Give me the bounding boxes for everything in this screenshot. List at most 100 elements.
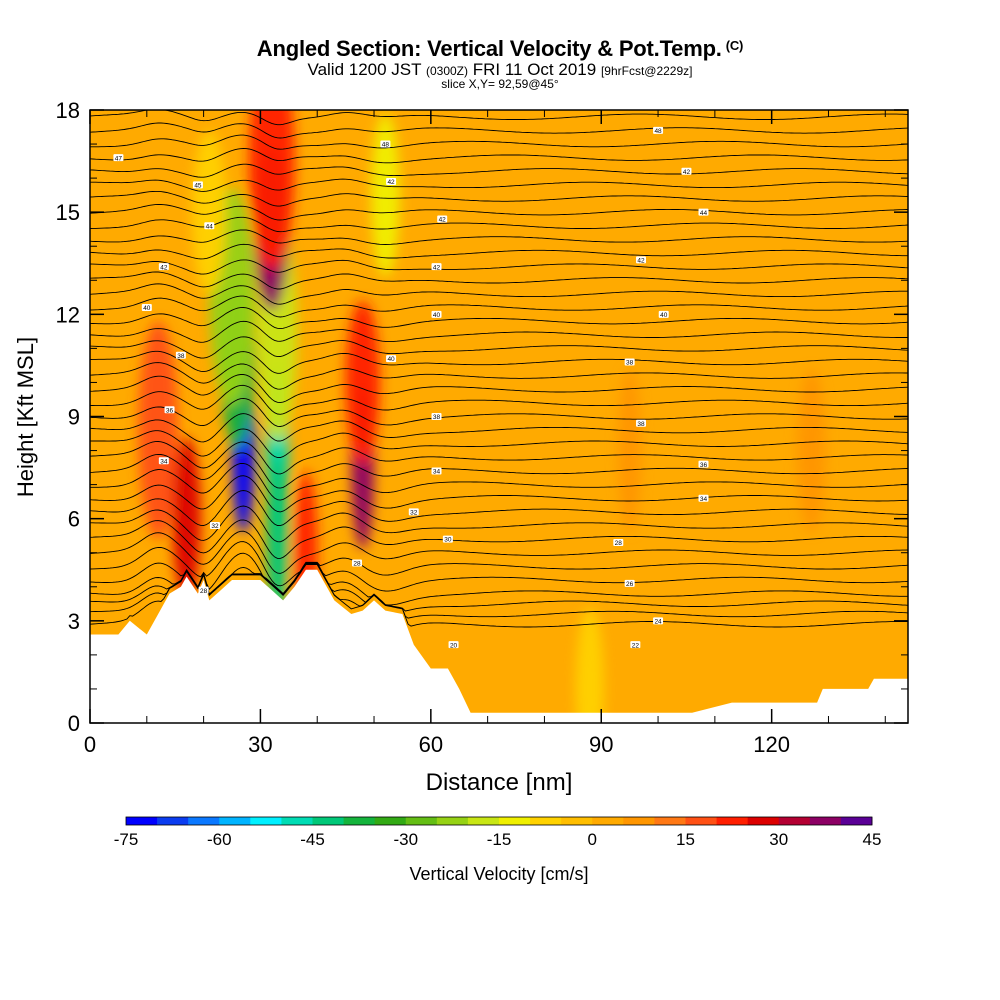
y-tick-label: 15 xyxy=(56,200,80,225)
contour-label: 42 xyxy=(439,217,447,224)
isentrope-line xyxy=(90,295,908,318)
contour-label: 34 xyxy=(160,458,168,465)
colorbar-swatch xyxy=(405,817,438,825)
contour-label: 42 xyxy=(637,257,645,264)
contour-label-box xyxy=(431,263,442,271)
contour-label-box xyxy=(204,222,215,230)
velocity-cell xyxy=(371,113,400,277)
contour-label-box xyxy=(141,304,152,312)
colorbar-label: Vertical Velocity [cm/s] xyxy=(409,864,588,884)
valid-date: FRI 11 Oct 2019 xyxy=(472,60,597,79)
contour-label-box xyxy=(386,355,397,363)
utc-time: (0300Z) xyxy=(425,64,468,78)
contour-label: 42 xyxy=(160,264,168,271)
contour-label-box xyxy=(658,310,669,318)
y-tick-label: 12 xyxy=(56,302,80,327)
isentrope-line xyxy=(90,428,908,459)
contour-label-box xyxy=(437,215,448,223)
x-tick-label: 0 xyxy=(84,732,96,757)
contour-label-box xyxy=(158,457,169,465)
colorbar-swatch xyxy=(219,817,251,825)
isentrope-line xyxy=(90,243,908,260)
slice-info: slice X,Y= 92,59@45° xyxy=(441,77,559,91)
contour-label-box xyxy=(698,460,709,468)
contour-label: 40 xyxy=(433,312,441,319)
contour-label-box xyxy=(351,559,362,567)
contour-label-box xyxy=(164,406,175,414)
isentrope-line xyxy=(90,148,908,164)
contour-label: 44 xyxy=(206,223,214,230)
chart-subtitle: Valid 1200 JST (0300Z) FRI 11 Oct 2019 [… xyxy=(0,60,1000,80)
isentrope-line xyxy=(90,562,908,606)
contour-label: 20 xyxy=(450,642,458,649)
isentrope-line xyxy=(90,203,908,221)
contour-label-box xyxy=(613,539,624,547)
colorbar-tick-label: -30 xyxy=(393,830,418,849)
x-tick-label: 60 xyxy=(419,732,443,757)
isentrope-line xyxy=(90,452,908,489)
isentrope-line xyxy=(90,229,908,245)
contour-label-box xyxy=(175,351,186,359)
contour-label: 48 xyxy=(654,128,662,135)
contour-label: 32 xyxy=(410,509,418,516)
contour-label: 45 xyxy=(194,183,202,190)
isentrope-line xyxy=(90,163,908,178)
chart-title-text: Angled Section: Vertical Velocity & Pot.… xyxy=(256,36,722,61)
contour-label: 32 xyxy=(211,523,219,530)
colorbar-tick-label: 45 xyxy=(863,830,882,849)
contour-label-box xyxy=(636,256,647,264)
contour-label-box xyxy=(698,208,709,216)
colorbar-swatch xyxy=(809,817,842,825)
isentrope-line xyxy=(90,320,908,343)
isentrope-line xyxy=(90,505,908,543)
contour-labels: 20 22 24 26 28 30 32 34 34 36 38 38 38 40 40 40 42 42 42 44… xyxy=(113,126,709,649)
colorbar-swatch xyxy=(747,817,780,825)
colorbar-swatch xyxy=(623,817,655,825)
colorbar-swatch xyxy=(499,817,531,825)
isentrope-line xyxy=(90,475,908,513)
isentrope-line xyxy=(90,374,908,404)
colorbar-tick-label: 0 xyxy=(588,830,597,849)
contour-label: 34 xyxy=(433,469,441,476)
colorbar-tick-label: -60 xyxy=(207,830,232,849)
contour-label: 42 xyxy=(683,169,691,176)
y-axis-label: Height [Kft MSL] xyxy=(13,337,38,497)
contour-label-box xyxy=(209,521,220,529)
contour-label: 24 xyxy=(654,618,662,625)
contour-label: 42 xyxy=(433,264,441,271)
contour-label: 30 xyxy=(444,537,452,544)
contour-label-box xyxy=(448,641,459,649)
isentrope-line xyxy=(90,541,908,587)
colorbar-tick-label: -15 xyxy=(487,830,512,849)
contour-label-box xyxy=(431,467,442,475)
isentrope-line xyxy=(90,216,908,233)
velocity-cell xyxy=(138,321,179,540)
y-tick-label: 18 xyxy=(56,98,80,123)
isentrope-line xyxy=(90,397,908,427)
contour-label-box xyxy=(431,413,442,420)
plot-area: 20 22 24 26 28 30 32 34 34 36 38 38 38 40 40 40 42 42 42 44… xyxy=(89,109,909,724)
contour-label-box xyxy=(698,494,709,502)
velocity-cell xyxy=(618,368,642,533)
colorbar-swatch xyxy=(436,817,469,825)
contour-label-box xyxy=(653,126,664,134)
colorbar-tick-label: 15 xyxy=(676,830,695,849)
contour-label-box xyxy=(192,181,203,189)
colorbar-tick-label: -45 xyxy=(300,830,325,849)
colorbar-swatch xyxy=(561,817,593,825)
isentrope-line xyxy=(90,413,908,443)
isentrope-line xyxy=(90,441,908,475)
colorbar-swatch xyxy=(374,817,407,825)
colorbar-swatch xyxy=(467,817,500,825)
colorbar-swatch xyxy=(592,817,624,825)
velocity-cell xyxy=(345,300,380,465)
colorbar-swatch xyxy=(281,817,313,825)
contour-label: 38 xyxy=(177,353,185,360)
terrain xyxy=(90,569,908,723)
contour-label: 26 xyxy=(626,581,634,588)
contour-label-box xyxy=(408,508,419,516)
colorbar-swatch xyxy=(685,817,717,825)
contour-label: 40 xyxy=(143,305,151,312)
